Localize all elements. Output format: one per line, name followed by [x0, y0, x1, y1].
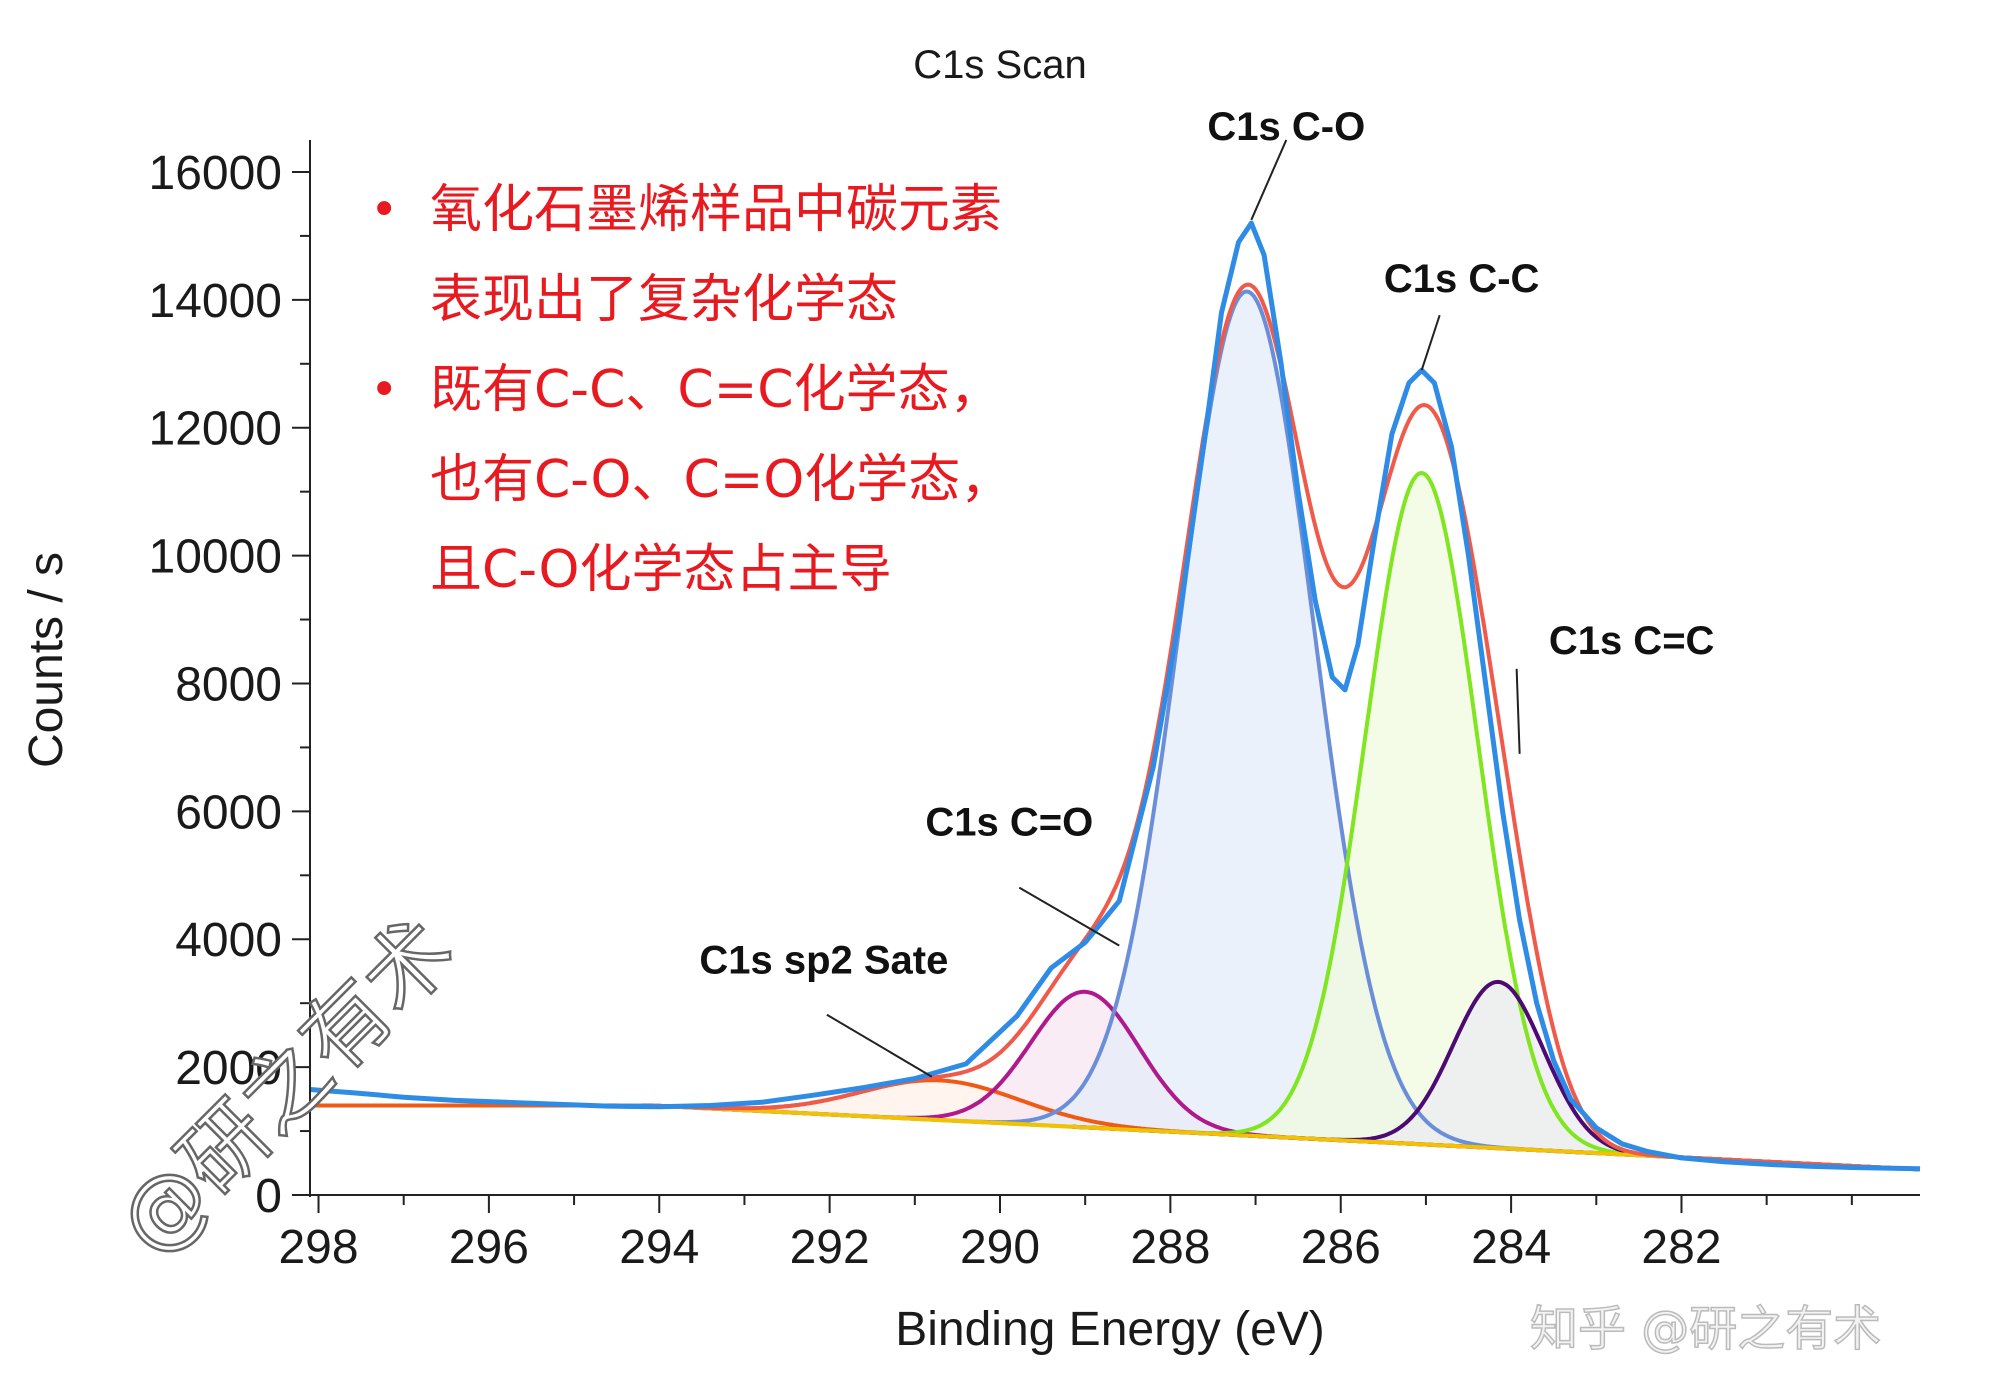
- x-tick-label: 284: [1471, 1221, 1551, 1274]
- y-tick-label: 14000: [149, 275, 282, 328]
- component-fill-5: [1072, 981, 1920, 1170]
- measured-curve: [309, 220, 1921, 1172]
- peak-label: C1s C-C: [1384, 257, 1540, 301]
- x-tick-label: 288: [1130, 1221, 1210, 1274]
- annotation-leader: [826, 1013, 933, 1078]
- chart-title: C1s Scan: [913, 43, 1086, 87]
- peak-annotations: C1s C-O C1s C-C C1s C=C C1s C=O C1s sp2 Sate: [699, 105, 1715, 1078]
- component-fill-2: [574, 991, 1597, 1154]
- y-tick-label: 16000: [149, 147, 282, 200]
- corner-watermark: 知乎 @研之有术: [1530, 1301, 1881, 1357]
- x-axis-title: Binding Energy (eV): [895, 1303, 1325, 1356]
- x-tick-label: 290: [960, 1221, 1040, 1274]
- peak-label: C1s C=O: [925, 801, 1093, 845]
- annotation-leader: [1018, 886, 1120, 947]
- note-bullet-2: • 既有C-C、C=C化学态，也有C-O、C=O化学态，且C-O化学态占主导: [360, 345, 1040, 615]
- y-tick-label: 12000: [149, 403, 282, 456]
- diagonal-watermark: @研之有术: [98, 899, 475, 1276]
- y-tick-label: 0: [255, 1170, 282, 1223]
- bullet-dot: •: [370, 182, 399, 238]
- x-tick-label: 286: [1301, 1221, 1381, 1274]
- x-tick-label: 292: [790, 1221, 870, 1274]
- peak-label: C1s sp2 Sate: [699, 939, 948, 983]
- annotation-note: • 氧化石墨烯样品中碳元素表现出了复杂化学态 • 既有C-C、C=C化学态，也有…: [360, 165, 1040, 615]
- note-bullet-1: • 氧化石墨烯样品中碳元素表现出了复杂化学态: [360, 165, 1040, 345]
- component-fills: [310, 291, 1920, 1170]
- x-tick-label: 296: [449, 1221, 529, 1274]
- x-tick-label: 282: [1641, 1221, 1721, 1274]
- annotation-leader: [1250, 139, 1288, 221]
- component-fill-3: [616, 291, 1878, 1168]
- x-tick-label: 294: [619, 1221, 699, 1274]
- annotation-leader: [1420, 314, 1441, 371]
- note-text-1: 氧化石墨烯样品中碳元素表现出了复杂化学态: [430, 180, 1003, 330]
- bullet-dot: •: [370, 362, 399, 418]
- peak-label: C1s C=C: [1549, 619, 1715, 663]
- note-text-2: 既有C-C、C=C化学态，也有C-O、C=O化学态，且C-O化学态占主导: [430, 360, 1013, 600]
- annotation-leader: [1515, 668, 1521, 754]
- y-tick-label: 8000: [175, 658, 282, 711]
- peak-label: C1s C-O: [1207, 105, 1365, 149]
- y-tick-label: 2000: [175, 1042, 282, 1095]
- watermark-text: @研之有术: [99, 900, 474, 1275]
- axes: 0 2000 4000 6000 8000 10000 12000 14000 16000 298…: [149, 140, 1920, 1274]
- y-tick-label: 10000: [149, 531, 282, 584]
- component-lines: [309, 220, 1921, 1172]
- x-tick-label: 298: [278, 1221, 358, 1274]
- y-tick-label: 4000: [175, 914, 282, 967]
- component-fill-4: [893, 473, 1920, 1170]
- y-tick-label: 6000: [175, 786, 282, 839]
- y-axis-title: Counts / s: [20, 552, 73, 768]
